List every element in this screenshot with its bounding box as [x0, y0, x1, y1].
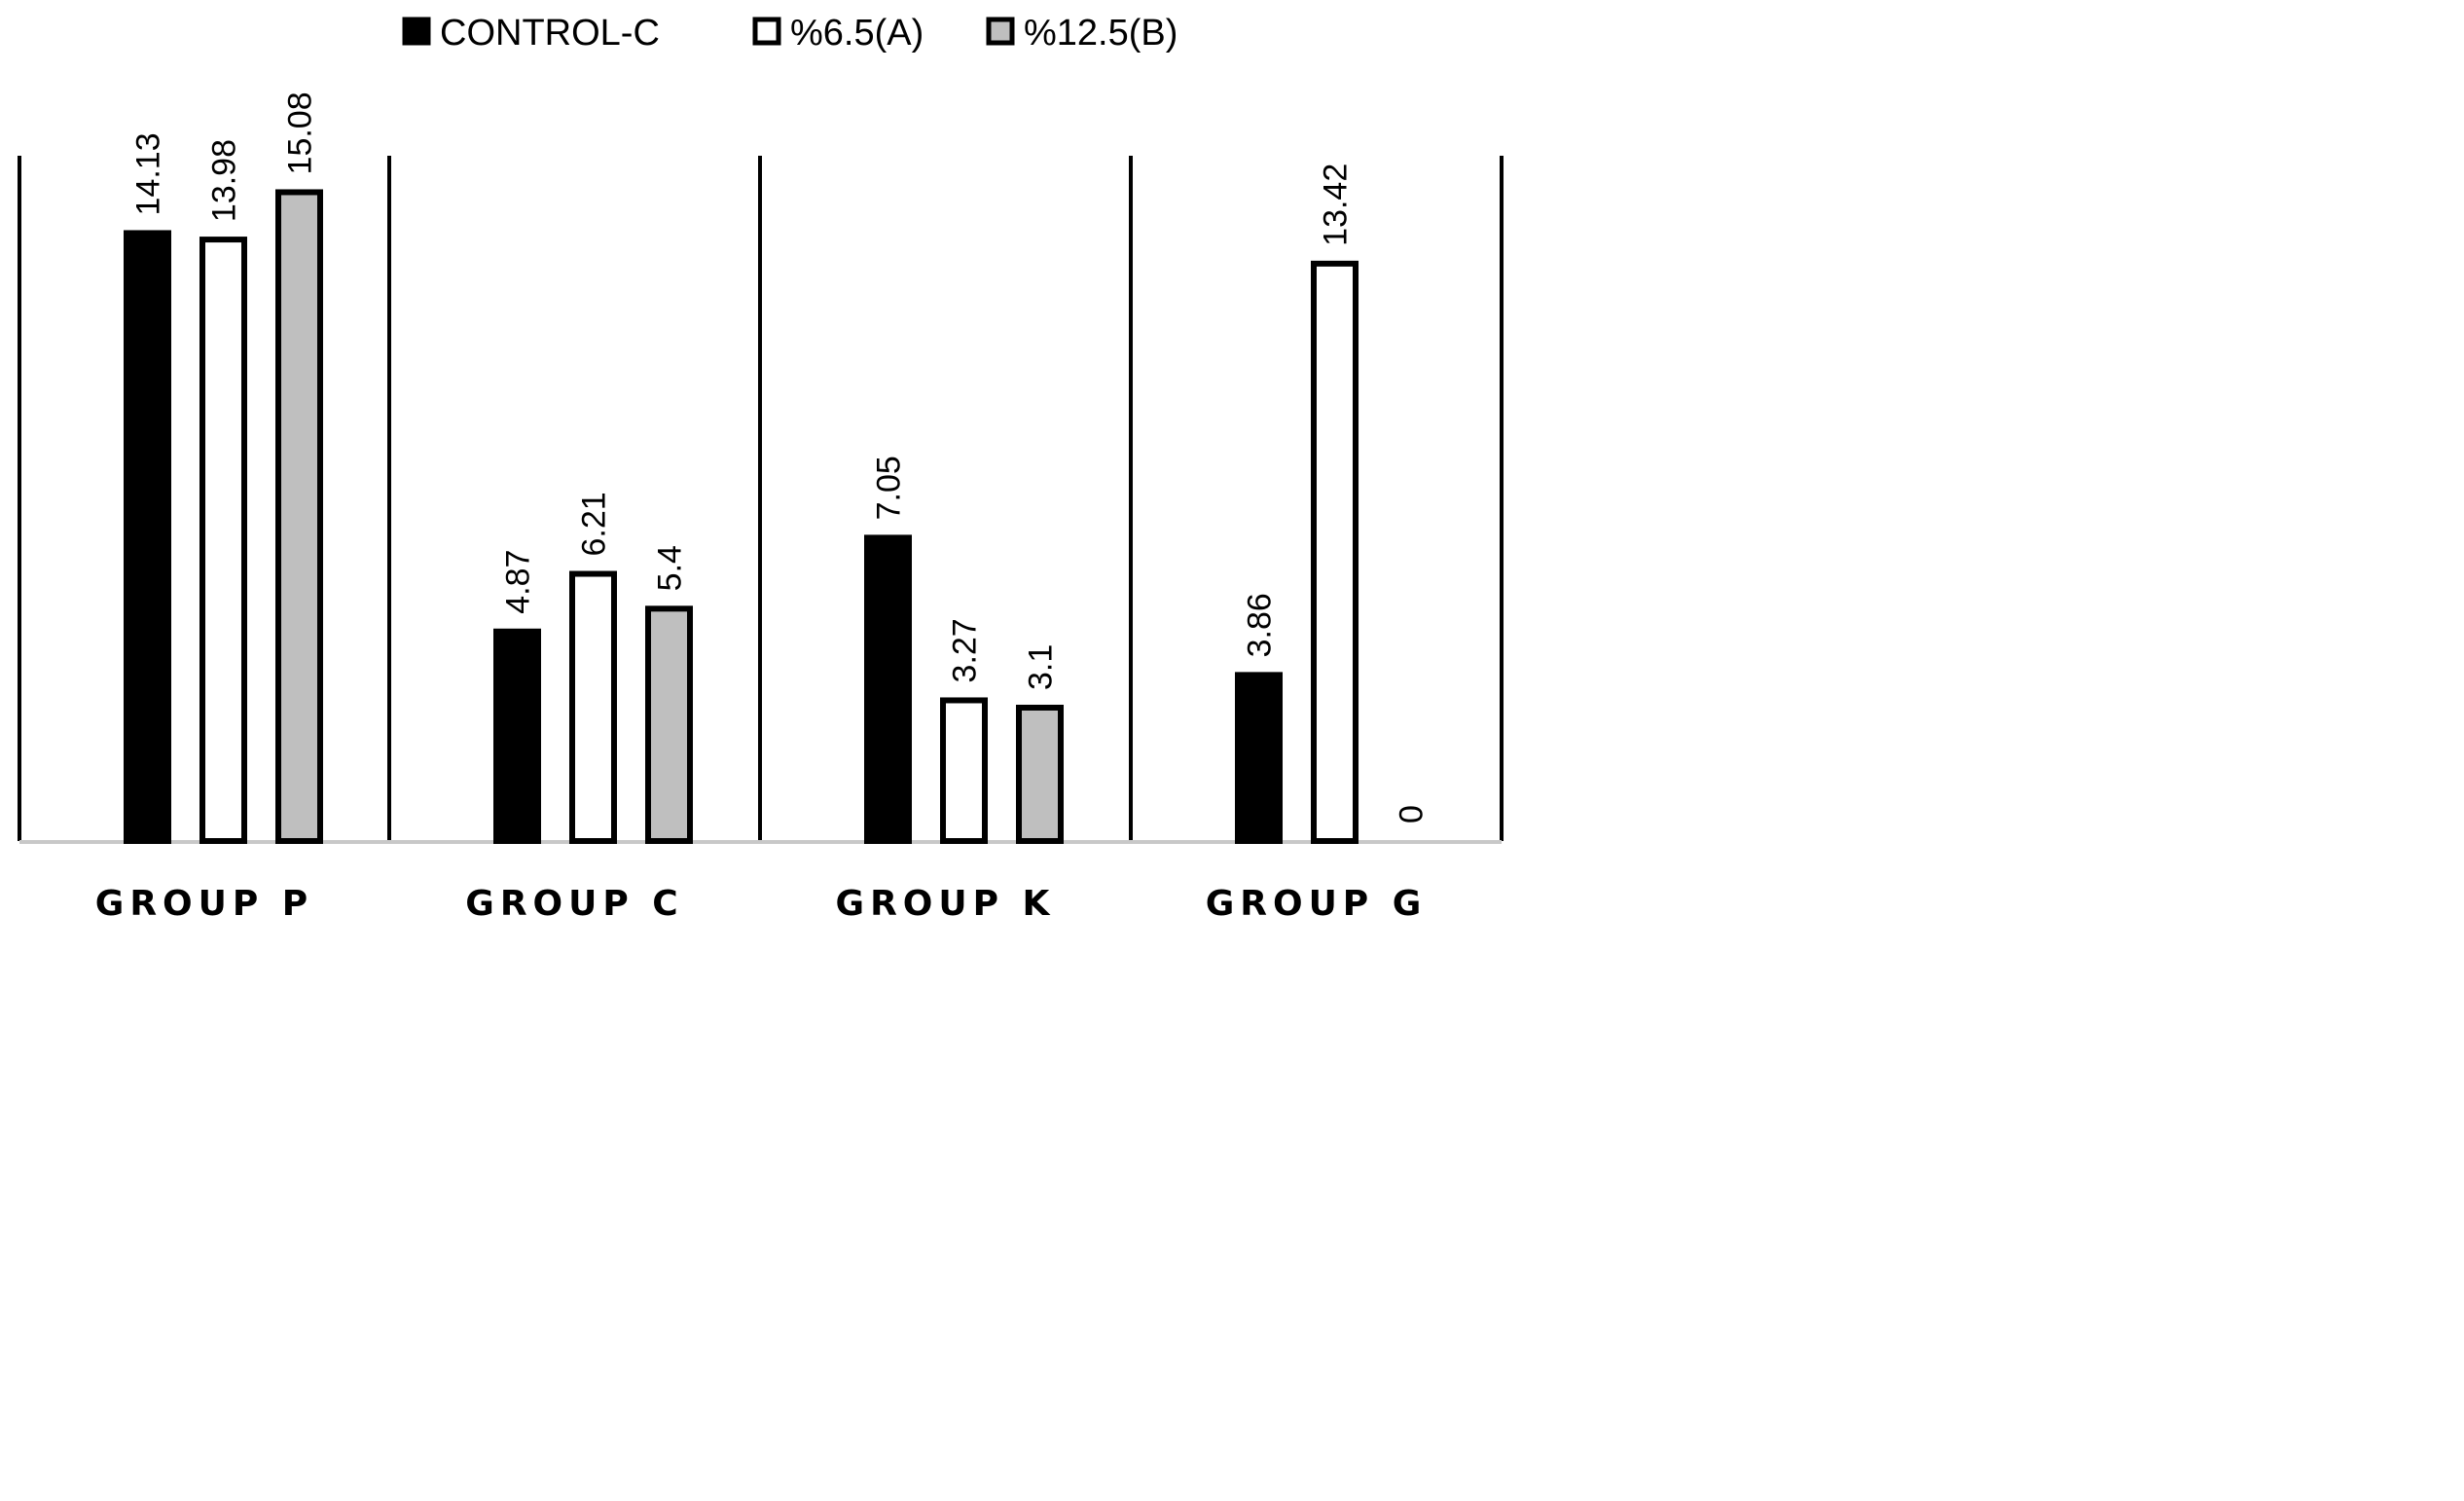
category-label-group-p: GROUP P: [95, 884, 313, 924]
data-label-group-g-12-5-b: 0: [1394, 805, 1431, 824]
bar-chart: 14.13 13.98 15.08 4.87 6.21 5.4 7.05 3.27 3.1 3.8…: [18, 13, 1504, 924]
data-label-group-c-control-c: 4.87: [500, 550, 537, 614]
bar-group-g-control-c: [1235, 672, 1283, 844]
bars-layer: [124, 189, 1359, 845]
category-label-group-g: GROUP G: [1206, 884, 1428, 924]
chart-root: 14.13 13.98 15.08 4.87 6.21 5.4 7.05 3.27 3.1 3.8…: [0, 0, 1518, 925]
bar-group-k-control-c: [864, 534, 912, 844]
data-label-group-k-control-c: 7.05: [871, 456, 908, 520]
bar-group-p-control-c: [124, 230, 171, 845]
legend: CONTROL-C %6.5(A) %12.5(B): [402, 13, 1178, 54]
data-label-group-g-control-c: 3.86: [1242, 593, 1279, 657]
data-label-group-g-6-5-a: 13.42: [1318, 164, 1355, 246]
data-label-group-p-12-5-b: 15.08: [282, 92, 319, 174]
group-separators: [18, 156, 1504, 841]
legend-swatch-control-c: [402, 17, 431, 46]
legend-swatch-6-5-a: [752, 17, 781, 46]
data-label-group-p-6-5-a: 13.98: [206, 139, 243, 222]
legend-label-6-5-a: %6.5(A): [790, 13, 924, 54]
legend-label-control-c: CONTROL-C: [440, 13, 660, 54]
bar-group-p-6-5-a: [199, 237, 247, 845]
bar-group-g-6-5-a: [1311, 260, 1359, 844]
category-label-group-k: GROUP K: [836, 884, 1056, 924]
legend-swatch-12-5-b: [986, 17, 1015, 46]
category-labels-layer: GROUP P GROUP C GROUP K GROUP G: [95, 884, 1428, 924]
legend-label-12-5-b: %12.5(B): [1024, 13, 1178, 54]
data-label-group-c-12-5-b: 5.4: [652, 545, 689, 591]
data-label-group-k-12-5-b: 3.1: [1023, 644, 1060, 690]
bar-group-k-12-5-b: [1016, 704, 1064, 844]
bar-group-c-6-5-a: [569, 570, 617, 844]
data-label-group-k-6-5-a: 3.27: [947, 618, 984, 682]
data-label-group-p-control-c: 14.13: [130, 132, 167, 215]
bar-group-p-12-5-b: [275, 189, 323, 845]
bar-group-c-control-c: [493, 628, 541, 844]
bar-group-k-6-5-a: [940, 697, 988, 844]
data-label-group-c-6-5-a: 6.21: [576, 492, 613, 556]
category-label-group-c: GROUP C: [465, 884, 683, 924]
bar-group-c-12-5-b: [645, 605, 693, 844]
data-labels-layer: 14.13 13.98 15.08 4.87 6.21 5.4 7.05 3.27 3.1 3.8…: [130, 92, 1431, 824]
